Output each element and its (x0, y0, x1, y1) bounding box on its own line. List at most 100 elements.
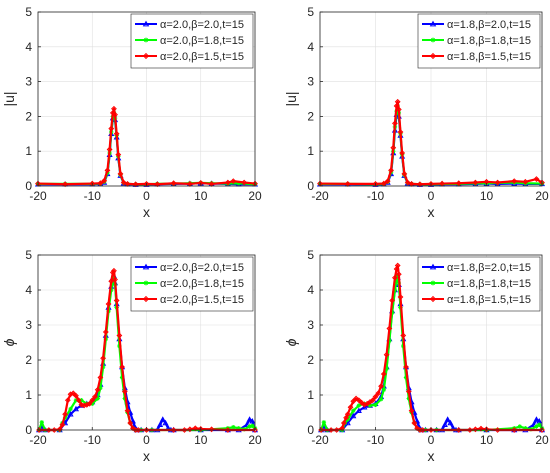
x-axis-label: x (143, 448, 150, 464)
data-point (353, 395, 359, 402)
legend: α=1.8,β=2.0,t=15 α=1.8,β=1.8,t=15 α=1.8,β=… (417, 13, 541, 69)
data-point (369, 397, 376, 404)
y-tick-label: 4 (307, 283, 314, 297)
series-line (319, 100, 543, 186)
data-point (62, 181, 69, 188)
data-point (534, 424, 539, 429)
data-point (403, 375, 409, 380)
x-tick-label: 10 (194, 189, 208, 203)
data-point (392, 287, 398, 293)
data-point (120, 179, 127, 186)
x-tick-label: 10 (194, 433, 208, 447)
x-tick-label: -10 (84, 189, 102, 203)
legend-marker (142, 52, 150, 60)
x-tick-label: -20 (311, 189, 329, 203)
y-tick-label: 2 (307, 109, 314, 123)
data-point (127, 420, 134, 426)
legend-label: α=1.8,β=2.0,t=15 (447, 262, 531, 274)
data-point (62, 411, 69, 418)
series-line (37, 107, 256, 186)
data-point (428, 427, 434, 433)
data-point (236, 426, 241, 431)
data-point (355, 407, 362, 414)
data-point (533, 416, 540, 422)
legend-marker (142, 295, 150, 303)
data-point (94, 386, 101, 393)
data-point (132, 181, 139, 188)
data-point (372, 393, 379, 400)
data-point (404, 179, 411, 186)
legend-marker (142, 20, 150, 27)
data-point (444, 416, 451, 422)
data-point (340, 420, 347, 426)
data-point (403, 364, 409, 370)
data-point (392, 120, 398, 127)
data-point (400, 332, 407, 339)
data-point (109, 269, 116, 276)
x-tick-label: -10 (367, 189, 385, 203)
data-point (56, 426, 63, 433)
legend-label: α=2.0,β=1.5,t=15 (160, 51, 244, 63)
data-point (89, 397, 96, 404)
data-point (512, 180, 517, 185)
chart-panel-2: -20 -10 0 10 20012345x|u|α=1.8,β=2.0,t=15α=1… (283, 5, 549, 220)
x-axis-label: x (428, 448, 435, 464)
data-point (389, 310, 395, 315)
y-tick-label: 0 (25, 179, 32, 193)
data-point (162, 419, 169, 426)
x-tick-label: 20 (248, 433, 262, 447)
data-point (243, 421, 250, 428)
data-point (157, 421, 164, 428)
data-point (143, 427, 150, 433)
data-point (108, 125, 115, 132)
x-tick-label: -20 (311, 433, 329, 447)
x-tick-label: -10 (84, 433, 102, 447)
y-axis-label: ϕ (1, 338, 17, 346)
x-tick-label: 0 (143, 433, 150, 447)
y-tick-label: 1 (307, 144, 314, 158)
data-point (347, 404, 354, 411)
data-point (392, 274, 398, 281)
data-point (159, 416, 166, 422)
data-point (86, 400, 93, 407)
data-point (408, 407, 415, 414)
data-point (102, 329, 109, 335)
legend-marker (143, 280, 149, 286)
data-point (154, 181, 161, 188)
data-point (393, 266, 400, 272)
y-axis-label: |u| (1, 91, 17, 106)
data-point (113, 297, 120, 304)
data-point (389, 297, 396, 304)
data-point (97, 180, 104, 187)
data-point (101, 177, 108, 184)
chart-panel-4: -20 -10 0 10 20012345xϕα=1.8,β=2.0,t=15α=1.8… (283, 248, 549, 464)
legend: α=2.0,β=2.0,t=15 α=2.0,β=1.8,t=15 α=2.0,β=… (130, 256, 254, 312)
data-point (387, 338, 392, 343)
y-tick-label: 3 (307, 318, 314, 332)
legend: α=1.8,β=2.0,t=15 α=1.8,β=1.8,t=15 α=1.8,β=… (417, 256, 541, 312)
data-point (373, 402, 378, 407)
x-tick-label: 0 (143, 189, 150, 203)
data-point (511, 427, 518, 433)
x-tick-label: 10 (480, 189, 494, 203)
y-axis-label: ϕ (283, 338, 299, 346)
data-point (478, 425, 484, 432)
data-point (115, 151, 122, 158)
data-point (539, 427, 545, 433)
y-tick-label: 5 (307, 5, 314, 19)
legend-marker (429, 295, 437, 303)
data-point (72, 405, 80, 412)
data-point (378, 397, 384, 402)
data-point (537, 422, 542, 427)
y-tick-label: 0 (25, 423, 32, 437)
x-tick-label: 20 (535, 433, 549, 447)
data-point (250, 423, 255, 428)
series-3 (317, 98, 545, 188)
data-point (59, 421, 66, 428)
data-point (106, 146, 113, 153)
data-point (70, 390, 77, 397)
legend-label: α=2.0,β=2.0,t=15 (160, 19, 244, 31)
data-point (119, 375, 125, 380)
data-point (92, 393, 98, 400)
